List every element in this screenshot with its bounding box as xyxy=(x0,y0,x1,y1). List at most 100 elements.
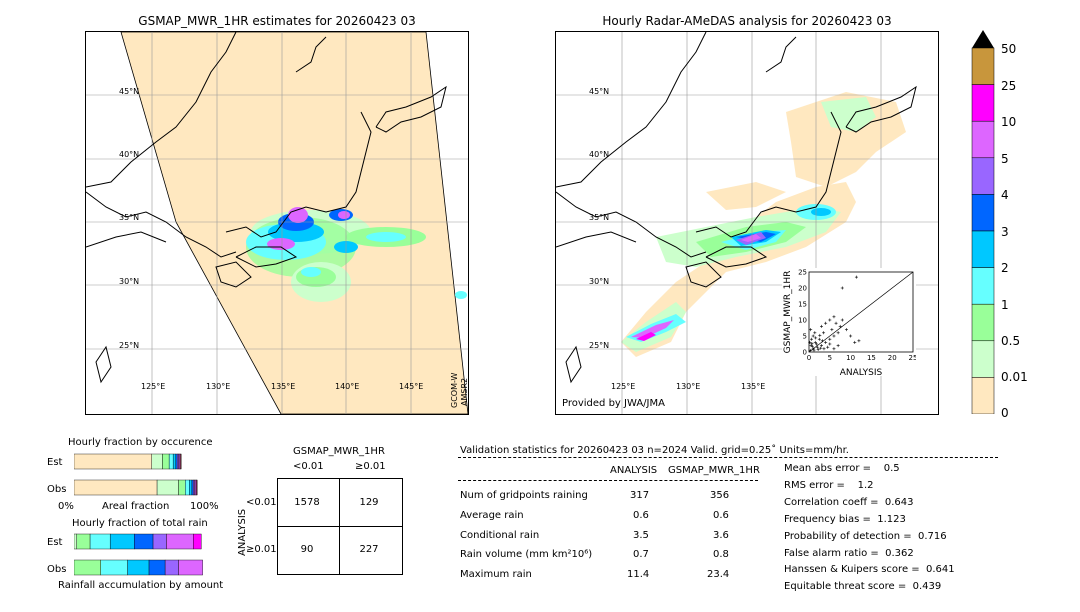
validation-row-label: Rain volume (mm km²10⁶) xyxy=(460,549,593,560)
scatter-point xyxy=(810,344,814,348)
scatter-point xyxy=(828,337,832,341)
colorbar xyxy=(970,30,996,415)
right-map: 45°N 40°N 35°N 30°N 25°N 125°E 130°E 135… xyxy=(555,31,939,415)
occurrence-bar-segment xyxy=(180,453,182,470)
contingency-cell-b: 129 xyxy=(359,497,379,508)
validation-rule-2 xyxy=(458,480,758,481)
satellite-label-2: AMSR2 xyxy=(460,377,469,406)
validation-row-label: Conditional rain xyxy=(460,530,540,541)
rain-fraction-bar-segment xyxy=(152,533,167,550)
occurrence-bars xyxy=(73,453,198,496)
right-lon-label: 135°E xyxy=(741,382,766,391)
right-map-title: Hourly Radar-AMeDAS analysis for 2026042… xyxy=(602,14,892,28)
left-rain-field xyxy=(246,207,467,302)
score-line: Equitable threat score = 0.439 xyxy=(784,581,942,592)
occurrence-tick-0: 0% xyxy=(58,501,74,512)
validation-row-label: Num of gridpoints raining xyxy=(460,490,588,501)
left-lat-label: 40°N xyxy=(119,150,140,159)
contingency-cell-a: 1578 xyxy=(294,497,320,508)
rain-fraction-bar-segment xyxy=(127,559,150,576)
occurrence-est-label: Est xyxy=(47,457,63,468)
right-map-canvas xyxy=(556,32,938,414)
colorbar-label: 0 xyxy=(1001,406,1009,420)
occurrence-xlabel: Areal fraction xyxy=(102,501,170,512)
rain-obs-label: Obs xyxy=(47,564,67,575)
score-line: Probability of detection = 0.716 xyxy=(784,531,947,542)
contingency-table xyxy=(277,478,403,575)
occurrence-bar-segment xyxy=(193,479,195,496)
scatter-point xyxy=(830,328,834,332)
occurrence-bar-segment xyxy=(191,479,194,496)
validation-rule xyxy=(458,457,998,458)
scatter-point xyxy=(836,344,840,348)
validation-header: Validation statistics for 20260423 03 n=… xyxy=(460,445,849,456)
scatter-point xyxy=(809,328,813,332)
scatter-ytick: 5 xyxy=(803,333,807,341)
colorbar-segment xyxy=(971,340,995,378)
occurrence-bar-segment xyxy=(176,453,179,470)
scatter-point xyxy=(834,321,838,325)
rain-fraction-bar-segment xyxy=(166,533,194,550)
scatter-point xyxy=(811,334,815,338)
occurrence-bar-segment xyxy=(168,453,174,470)
scatter-xlabel: ANALYSIS xyxy=(840,368,883,376)
scatter-point xyxy=(857,339,861,343)
validation-row-label: Average rain xyxy=(460,510,524,521)
scatter-ytick: 25 xyxy=(798,269,807,277)
scatter-point xyxy=(832,347,836,351)
scatter-point xyxy=(844,328,848,332)
scatter-xtick: 5 xyxy=(828,354,832,362)
scatter-inset: 00 5 5 10 10 15 15 20 20 25 25 ANALYSIS GSMAP_MWR_1H… xyxy=(782,268,916,376)
score-line: Hanssen & Kuipers score = 0.641 xyxy=(784,564,955,575)
scatter-point xyxy=(819,344,823,348)
validation-col-gsmap: GSMAP_MWR_1HR xyxy=(668,465,760,476)
validation-col-analysis: ANALYSIS xyxy=(610,465,658,476)
scatter-point xyxy=(840,318,844,322)
right-lat-label: 45°N xyxy=(589,87,610,96)
scatter-point xyxy=(824,340,828,344)
scatter-point xyxy=(824,321,828,325)
scatter-xtick: 0 xyxy=(807,354,811,362)
occurrence-bar-segment xyxy=(162,453,170,470)
validation-row-label: Maximum rain xyxy=(460,569,532,580)
right-coastline xyxy=(556,32,917,384)
scatter-point xyxy=(828,318,832,322)
scatter-plot: 00 5 5 10 10 15 15 20 20 25 25 ANALYSIS GSMAP_MWR_1H… xyxy=(783,269,916,377)
score-line: Frequency bias = 1.123 xyxy=(784,514,906,525)
scatter-point xyxy=(812,348,816,352)
occurrence-bar-segment xyxy=(156,479,179,496)
left-lat-label: 25°N xyxy=(119,341,140,350)
rain-fraction-bar-segment xyxy=(73,559,101,576)
colorbar-scale xyxy=(971,30,995,415)
occurrence-bar-segment xyxy=(185,479,190,496)
scatter-point xyxy=(817,337,821,341)
colorbar-segment xyxy=(971,267,995,305)
scatter-point xyxy=(828,342,832,346)
scatter-point xyxy=(809,337,813,341)
left-map-canvas xyxy=(86,32,468,414)
rain-fraction-bar-segment xyxy=(134,533,154,550)
occurrence-bar-segment xyxy=(178,453,181,470)
colorbar-segment xyxy=(971,230,995,268)
scatter-ytick: 0 xyxy=(803,349,807,357)
scatter-xtick: 10 xyxy=(846,354,855,362)
left-lon-label: 135°E xyxy=(271,382,296,391)
occurrence-bar-segment xyxy=(178,479,186,496)
right-lon-label: 130°E xyxy=(676,382,701,391)
occurrence-bar-segment xyxy=(175,453,178,470)
colorbar-segment xyxy=(971,47,995,85)
left-coastline xyxy=(86,32,447,384)
scatter-ytick: 10 xyxy=(798,317,807,325)
scatter-point xyxy=(822,331,826,335)
left-map-title: GSMAP_MWR_1HR estimates for 20260423 03 xyxy=(138,14,416,28)
validation-row-analysis: 11.4 xyxy=(627,569,650,580)
contingency-col-lt: <0.01 xyxy=(293,461,324,472)
validation-row-analysis: 3.5 xyxy=(633,530,649,541)
right-lat-label: 35°N xyxy=(589,213,610,222)
left-lat-label: 35°N xyxy=(119,213,140,222)
occurrence-bar-segment xyxy=(172,453,177,470)
scatter-point xyxy=(816,347,820,351)
scatter-point xyxy=(813,340,817,344)
satellite-label-1: GCOM-W xyxy=(450,372,459,408)
rain-fraction-bar-segment xyxy=(148,559,166,576)
